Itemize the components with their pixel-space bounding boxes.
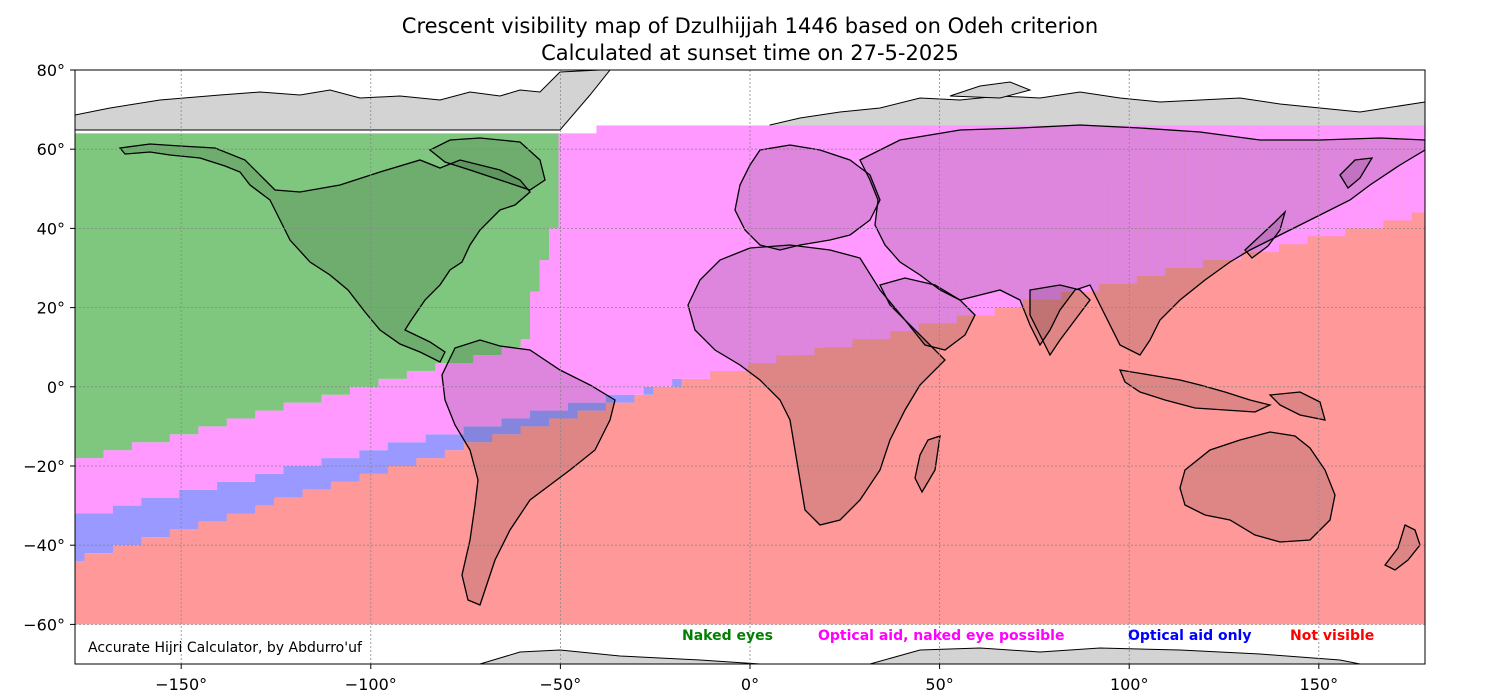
map-title: Crescent visibility map of Dzulhijjah 14… <box>401 14 1099 38</box>
x-tick-label: 100° <box>1110 675 1149 694</box>
x-tick-label: −150° <box>155 675 207 694</box>
x-tick-label: −50° <box>540 675 582 694</box>
y-tick-label: 60° <box>37 140 65 159</box>
legend-optical-only: Optical aid only <box>1128 628 1251 644</box>
polar-land <box>75 70 1425 664</box>
y-tick-label: −40° <box>23 536 65 555</box>
x-tick-label: 0° <box>741 675 759 694</box>
y-tick-label: 40° <box>37 219 65 238</box>
y-tick-label: 80° <box>37 61 65 80</box>
axis-ticks: −150° −100° −50° 0° 50° 100° 150° 80° 60° 40° 20° 0… <box>23 61 1338 694</box>
x-tick-label: 50° <box>925 675 953 694</box>
y-tick-label: 0° <box>47 378 65 397</box>
y-tick-label: −60° <box>23 615 65 634</box>
visibility-zones <box>75 125 1425 625</box>
legend-not-visible: Not visible <box>1290 628 1374 644</box>
y-tick-label: −20° <box>23 457 65 476</box>
gridlines <box>75 70 1425 664</box>
x-tick-label: 150° <box>1300 675 1339 694</box>
credit-text: Accurate Hijri Calculator, by Abdurro'uf <box>88 640 363 656</box>
y-tick-label: 20° <box>37 299 65 318</box>
continents <box>118 124 1425 606</box>
legend-naked-eyes: Naked eyes <box>682 628 773 644</box>
map-subtitle: Calculated at sunset time on 27-5-2025 <box>541 41 959 65</box>
x-tick-label: −100° <box>345 675 397 694</box>
legend-optical-possible: Optical aid, naked eye possible <box>818 628 1064 644</box>
